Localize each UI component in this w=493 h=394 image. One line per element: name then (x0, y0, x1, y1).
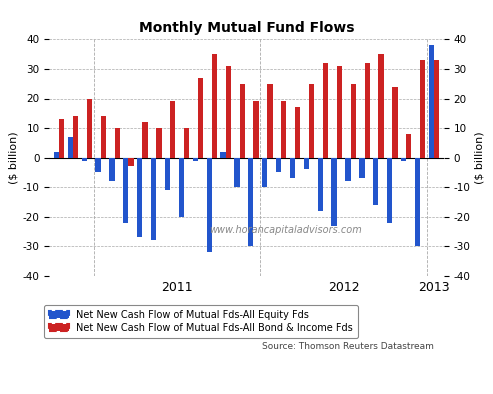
Bar (234, 158, 240, 187)
Bar (434, 60, 439, 158)
Bar (415, 158, 420, 246)
Bar (240, 84, 245, 158)
Bar (331, 158, 337, 226)
Bar (295, 108, 300, 158)
Bar (198, 78, 203, 158)
Bar (129, 158, 134, 167)
Bar (364, 63, 370, 158)
Bar (406, 134, 412, 158)
Bar (392, 87, 397, 158)
Bar (387, 158, 392, 223)
Bar (323, 63, 328, 158)
Bar (281, 102, 286, 158)
Bar (142, 122, 147, 158)
Y-axis label: ($ billion): ($ billion) (8, 131, 19, 184)
Bar (81, 158, 87, 161)
Bar (101, 116, 106, 158)
Bar (220, 152, 226, 158)
Bar (123, 158, 129, 223)
Bar (401, 158, 406, 161)
Bar (54, 152, 59, 158)
Bar (226, 66, 231, 158)
Legend: Net New Cash Flow of Mutual Fds-All Equity Fds, Net New Cash Flow of Mutual Fds-: Net New Cash Flow of Mutual Fds-All Equi… (44, 305, 358, 338)
Bar (248, 158, 253, 246)
Bar (87, 98, 92, 158)
Bar (276, 158, 281, 173)
Bar (184, 128, 189, 158)
Bar (351, 84, 356, 158)
Bar (309, 84, 314, 158)
Bar (429, 45, 434, 158)
Bar (156, 128, 162, 158)
Bar (96, 158, 101, 173)
Bar (290, 158, 295, 178)
Bar (420, 60, 425, 158)
Bar (346, 158, 351, 181)
Bar (253, 102, 259, 158)
Title: Monthly Mutual Fund Flows: Monthly Mutual Fund Flows (139, 21, 354, 35)
Bar (373, 158, 379, 205)
Bar (137, 158, 142, 238)
Bar (212, 54, 217, 158)
Bar (207, 158, 212, 252)
Bar (179, 158, 184, 217)
Bar (170, 102, 176, 158)
Bar (151, 158, 156, 240)
Bar (114, 128, 120, 158)
Bar (304, 158, 309, 169)
Bar (267, 84, 273, 158)
Bar (193, 158, 198, 161)
Bar (68, 137, 73, 158)
Bar (359, 158, 364, 178)
Text: www.horancapitaladvisors.com: www.horancapitaladvisors.com (210, 225, 362, 235)
Text: Source: Thomson Reuters Datastream: Source: Thomson Reuters Datastream (262, 342, 434, 351)
Bar (262, 158, 267, 187)
Y-axis label: ($ billion): ($ billion) (474, 131, 485, 184)
Bar (59, 119, 64, 158)
Bar (379, 54, 384, 158)
Bar (317, 158, 323, 211)
Bar (73, 116, 78, 158)
Bar (109, 158, 114, 181)
Bar (337, 66, 342, 158)
Bar (165, 158, 170, 190)
